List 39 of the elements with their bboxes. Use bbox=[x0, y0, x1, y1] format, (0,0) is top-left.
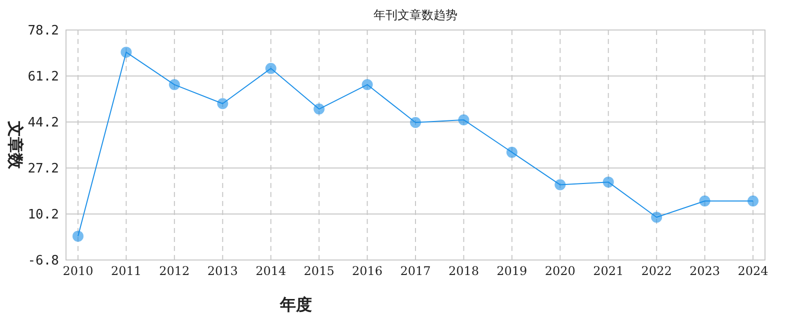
x-tick-label: 2012 bbox=[159, 264, 190, 278]
point bbox=[699, 196, 710, 207]
x-tick-label: 2016 bbox=[352, 264, 383, 278]
x-tick-label: 2023 bbox=[690, 264, 720, 278]
point bbox=[554, 179, 566, 190]
point bbox=[72, 230, 84, 242]
point bbox=[265, 62, 276, 74]
y-tick-label: 44.2 bbox=[28, 116, 59, 130]
point bbox=[120, 46, 132, 58]
point bbox=[362, 79, 373, 90]
x-tick-label: 2011 bbox=[110, 264, 142, 278]
x-tick-label: 2024 bbox=[738, 264, 769, 278]
point bbox=[168, 79, 180, 90]
point bbox=[748, 196, 758, 207]
chart-title: 年刊文章数趋势 bbox=[374, 8, 458, 22]
point bbox=[314, 104, 325, 115]
x-tick-label: 2014 bbox=[256, 264, 286, 278]
point bbox=[651, 212, 662, 223]
y-tick-label: -6.8 bbox=[28, 254, 59, 268]
x-axis-title: 年度 bbox=[279, 295, 312, 314]
y-tick-label: 27.2 bbox=[28, 162, 59, 176]
x-tick-label: 2019 bbox=[496, 264, 528, 278]
x-tick-label: 2021 bbox=[593, 264, 624, 278]
x-tick-label: 2018 bbox=[448, 264, 479, 278]
y-tick-label: 10.2 bbox=[28, 208, 59, 222]
x-tick-label: 2015 bbox=[304, 264, 334, 278]
x-tick-label: 2013 bbox=[207, 264, 238, 278]
y-tick-label: 78.2 bbox=[28, 24, 59, 38]
point bbox=[217, 98, 228, 110]
point bbox=[410, 117, 421, 128]
x-tick-label: 2020 bbox=[544, 264, 576, 278]
x-tick-label: 2010 bbox=[62, 264, 94, 278]
x-tick-label: 2017 bbox=[400, 264, 431, 278]
y-tick-label: 61.2 bbox=[28, 70, 59, 84]
y-axis-title: 文章数 bbox=[6, 120, 25, 170]
point bbox=[458, 114, 470, 126]
point bbox=[506, 146, 518, 158]
point bbox=[602, 176, 614, 188]
x-tick-label: 2022 bbox=[641, 264, 672, 278]
